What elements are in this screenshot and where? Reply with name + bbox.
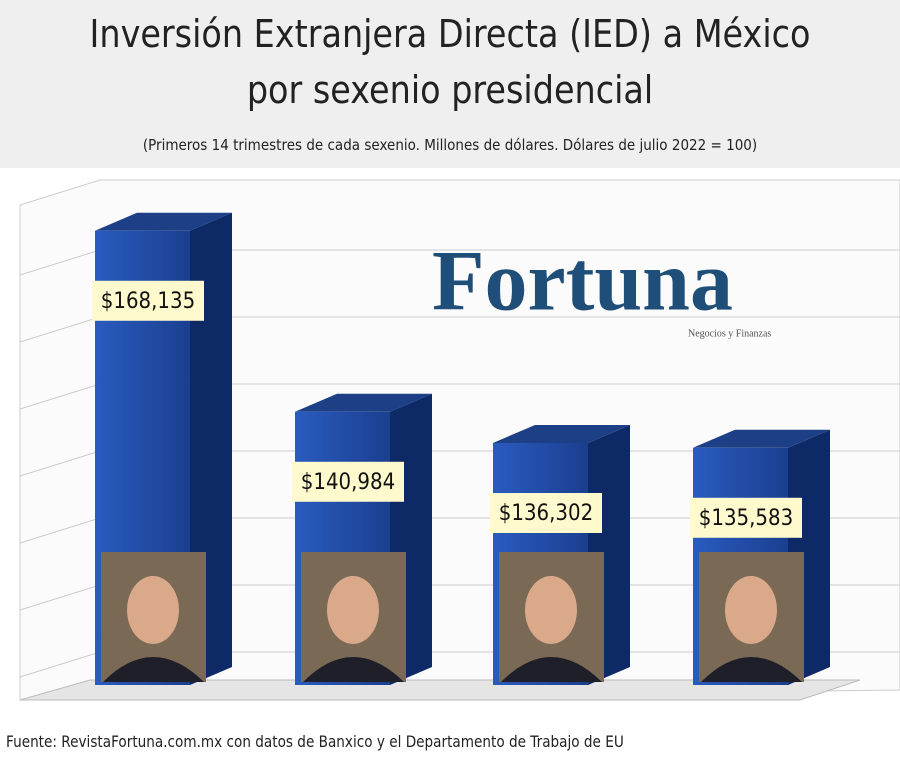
portrait-body [103,657,204,682]
value-label: $136,302 [499,501,593,526]
grid-line-side [19,316,101,343]
grid-line-side [19,517,101,544]
logo: Fortuna [432,233,733,329]
grid-line-side [19,450,101,477]
value-label: $140,984 [301,470,395,495]
plot-floor [19,679,861,701]
chart-subtitle: (Primeros 14 trimestres de cada sexenio.… [142,136,758,154]
header: Inversión Extranjera Directa (IED) a Méx… [0,0,900,168]
portrait-face [725,576,777,644]
chart-title: Inversión Extranjera Directa (IED) a Méx… [89,12,811,56]
portrait-body [501,657,602,682]
plot-back [19,179,900,701]
source-note: Fuente: RevistaFortuna.com.mx con datos … [6,732,624,751]
grid-line-side [19,249,101,276]
bar-top [693,429,830,448]
value-label-box [292,461,404,502]
value-label: $135,583 [699,506,793,531]
logo-tagline: Negocios y Finanzas [688,328,771,339]
chart-title-line-2: por sexenio presidencial [246,68,654,112]
portrait-face [327,576,379,644]
bar-top [95,212,232,231]
grid-line-side [19,383,101,410]
portrait-face [127,576,179,644]
value-label-box [92,280,204,321]
value-label-box [690,497,802,538]
value-label-box [490,492,602,533]
grid-line-side [19,584,101,611]
bar-top [295,393,432,412]
portrait-body [303,657,404,682]
portrait-face [525,576,577,644]
bar-top [493,424,630,443]
portrait-body [701,657,802,682]
value-label: $168,135 [101,289,195,314]
grid-line-side [19,651,101,678]
